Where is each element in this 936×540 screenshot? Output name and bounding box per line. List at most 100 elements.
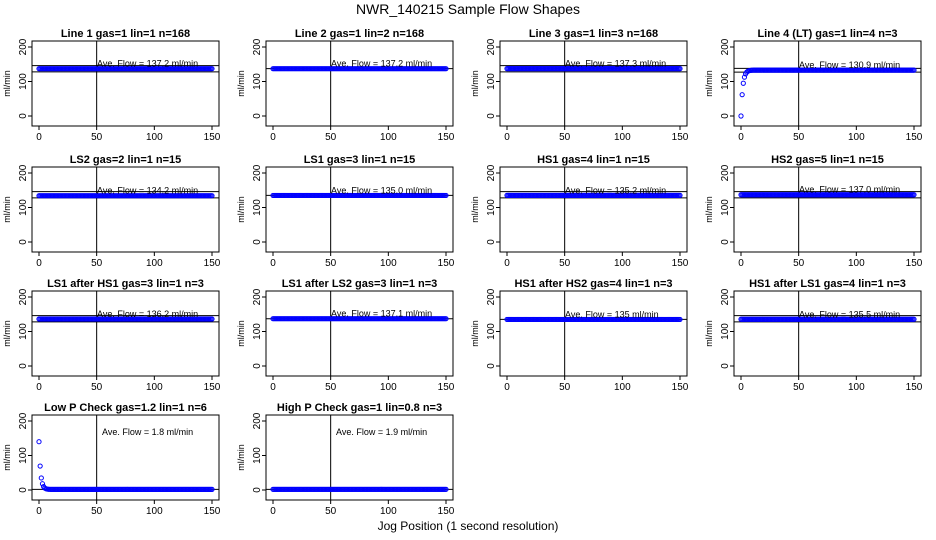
plot-frame	[31, 414, 220, 501]
x-tick-label: 0	[36, 382, 42, 393]
x-tick-label: 100	[614, 132, 631, 143]
x-tick-label: 0	[36, 132, 42, 143]
y-axis-label: ml/min	[704, 70, 714, 97]
x-tick-label: 50	[793, 258, 805, 269]
panel-11: HS1 after HS2 gas=4 lin=1 n=3 ml/min 0 50 10…	[470, 278, 689, 393]
y-tick-label: 200	[18, 38, 29, 55]
x-tick-label: 150	[672, 258, 689, 269]
y-tick-label: 200	[18, 288, 29, 305]
figure-x-label: Jog Position (1 second resolution)	[378, 519, 559, 533]
y-tick-label: 100	[720, 73, 731, 90]
y-tick-label: 0	[252, 487, 263, 493]
y-tick-label: 0	[720, 363, 731, 369]
panel-title: LS1 gas=3 lin=1 n=15	[304, 154, 416, 166]
average-flow-annotation: Ave. Flow = 137.2 ml/min	[331, 59, 432, 69]
y-tick-label: 200	[18, 412, 29, 429]
x-tick-label: 100	[380, 258, 397, 269]
y-axis-label: ml/min	[704, 320, 714, 347]
x-tick-label: 150	[672, 132, 689, 143]
average-flow-annotation: Ave. Flow = 137.2 ml/min	[97, 59, 198, 69]
x-tick-label: 100	[848, 382, 865, 393]
average-flow-annotation: Ave. Flow = 137.0 ml/min	[799, 185, 900, 195]
plot-frame	[265, 166, 454, 253]
x-tick-label: 0	[504, 132, 510, 143]
data-point	[443, 66, 449, 72]
data-point	[739, 92, 745, 98]
average-flow-annotation: Ave. Flow = 137.3 ml/min	[565, 59, 666, 69]
x-tick-label: 150	[438, 132, 455, 143]
panel-title: HS1 gas=4 lin=1 n=15	[537, 154, 650, 166]
x-tick-label: 0	[270, 132, 276, 143]
y-tick-label: 200	[486, 38, 497, 55]
x-tick-label: 150	[672, 382, 689, 393]
y-axis-label: ml/min	[470, 70, 480, 97]
x-tick-label: 100	[146, 382, 163, 393]
x-tick-label: 150	[438, 258, 455, 269]
y-tick-label: 100	[486, 199, 497, 216]
y-axis-label: ml/min	[704, 196, 714, 223]
panel-title: LS1 after LS2 gas=3 lin=1 n=3	[282, 278, 438, 290]
panel-10: LS1 after LS2 gas=3 lin=1 n=3 ml/min 0 50 10…	[236, 278, 455, 393]
data-point	[36, 439, 42, 445]
x-tick-label: 0	[270, 506, 276, 517]
x-tick-label: 100	[614, 258, 631, 269]
x-tick-label: 100	[380, 132, 397, 143]
x-tick-label: 100	[146, 258, 163, 269]
data-point	[741, 74, 748, 80]
y-tick-label: 200	[720, 164, 731, 181]
x-tick-label: 150	[438, 506, 455, 517]
x-tick-label: 50	[793, 382, 805, 393]
data-point	[209, 316, 215, 322]
panel-title: LS2 gas=2 lin=1 n=15	[70, 154, 182, 166]
plot-frame	[31, 290, 220, 377]
x-tick-label: 50	[559, 132, 571, 143]
y-tick-label: 200	[486, 164, 497, 181]
plot-frame	[733, 290, 922, 377]
panel-title: Line 1 gas=1 lin=1 n=168	[61, 28, 190, 40]
y-tick-label: 200	[720, 38, 731, 55]
average-flow-annotation: Ave. Flow = 137.1 ml/min	[331, 309, 432, 319]
y-tick-label: 100	[486, 323, 497, 340]
x-tick-label: 150	[204, 382, 221, 393]
plot-frame	[499, 40, 688, 127]
plot-frame	[31, 40, 220, 127]
x-tick-label: 150	[204, 506, 221, 517]
y-tick-label: 100	[18, 199, 29, 216]
panel-title: LS1 after HS1 gas=3 lin=1 n=3	[47, 278, 204, 290]
panel-title: Line 4 (LT) gas=1 lin=4 n=3	[757, 28, 897, 40]
y-tick-label: 200	[252, 38, 263, 55]
data-point	[209, 66, 215, 72]
panel-13: Low P Check gas=1.2 lin=1 n=6 ml/min 0 50 10…	[2, 402, 221, 517]
panel-1: Line 1 gas=1 lin=1 n=168 ml/min 0 50 100 150 0…	[2, 28, 221, 143]
x-tick-label: 50	[91, 506, 103, 517]
panel-7: HS1 gas=4 lin=1 n=15 ml/min 0 50 100 150 0 100 2…	[470, 154, 689, 269]
x-tick-label: 100	[380, 506, 397, 517]
y-tick-label: 200	[252, 164, 263, 181]
data-point	[911, 192, 917, 198]
y-tick-label: 0	[720, 113, 731, 119]
panel-title: HS1 after HS2 gas=4 lin=1 n=3	[514, 278, 672, 290]
x-tick-label: 100	[848, 132, 865, 143]
y-tick-label: 200	[252, 288, 263, 305]
y-axis-label: ml/min	[236, 70, 246, 97]
y-tick-label: 100	[252, 199, 263, 216]
y-axis-label: ml/min	[2, 444, 12, 471]
panel-6: LS1 gas=3 lin=1 n=15 ml/min 0 50 100 150 0 100 2…	[236, 154, 455, 269]
y-tick-label: 100	[252, 447, 263, 464]
average-flow-annotation: Ave. Flow = 135.5 ml/min	[799, 309, 900, 319]
y-tick-label: 100	[486, 73, 497, 90]
figure-title: NWR_140215 Sample Flow Shapes	[356, 1, 580, 17]
data-point	[209, 193, 215, 199]
data-point	[911, 316, 917, 322]
y-tick-label: 100	[18, 323, 29, 340]
y-tick-label: 100	[18, 73, 29, 90]
x-tick-label: 150	[906, 382, 923, 393]
y-tick-label: 0	[252, 239, 263, 245]
y-tick-label: 0	[18, 239, 29, 245]
data-point	[911, 67, 917, 73]
x-tick-label: 0	[504, 258, 510, 269]
x-tick-label: 100	[380, 382, 397, 393]
plot-frame	[265, 414, 454, 501]
panel-9: LS1 after HS1 gas=3 lin=1 n=3 ml/min 0 50 10…	[2, 278, 221, 393]
